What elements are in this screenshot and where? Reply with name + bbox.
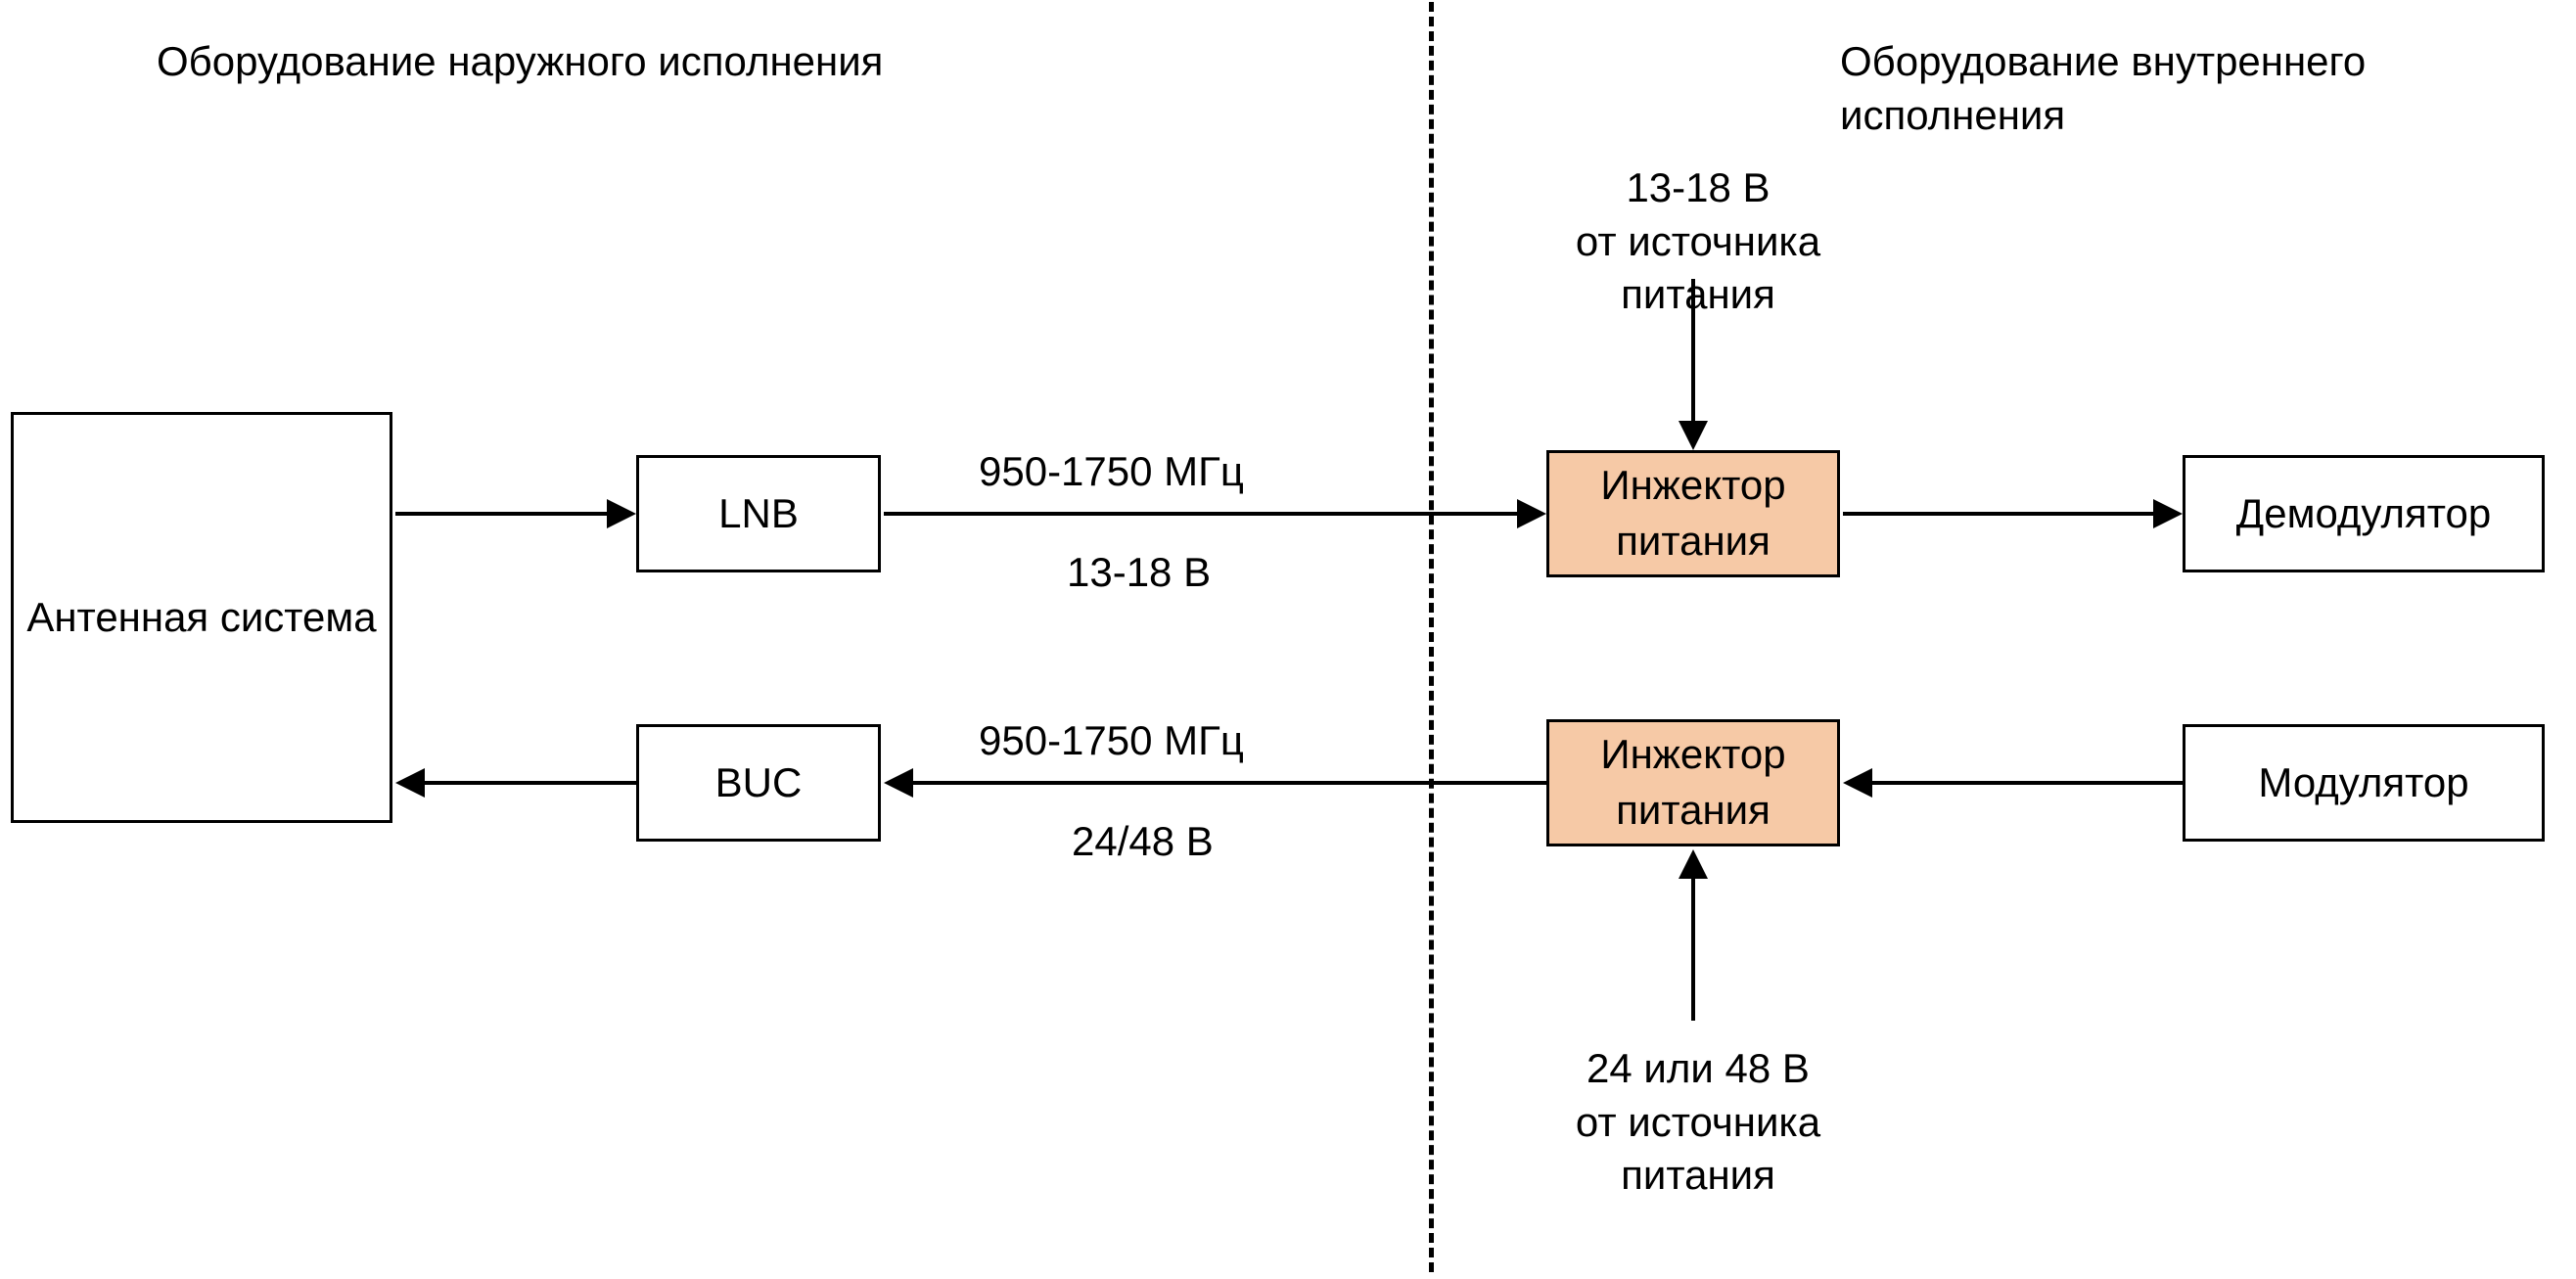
arrowhead-injector-top-to-demod (2153, 499, 2183, 528)
arrowhead-buc-to-antenna (395, 768, 425, 798)
antenna-system-box: Антенная система (11, 412, 392, 823)
injector-buc-freq-label: 950-1750 МГц (979, 714, 1244, 768)
demodulator-label: Демодулятор (2236, 486, 2491, 542)
lnb-box: LNB (636, 455, 881, 572)
power-injector-bottom-label: Инжектор питания (1549, 727, 1837, 838)
arrowhead-antenna-to-lnb (607, 499, 636, 528)
arrowhead-injector-bottom-to-buc (884, 768, 913, 798)
arrowhead-power-to-injector-bottom (1679, 849, 1708, 879)
power-top-label: 13-18 В от источника питания (1497, 161, 1899, 322)
power-injector-top-label: Инжектор питания (1549, 458, 1837, 569)
antenna-system-label: Антенная система (26, 590, 376, 646)
power-bottom-label: 24 или 48 В от источника питания (1497, 1042, 1899, 1203)
arrow-antenna-to-lnb (395, 512, 607, 516)
lnb-label: LNB (718, 486, 799, 542)
section-header-right: Оборудование внутреннего исполнения (1840, 35, 2576, 142)
lnb-injector-freq-label: 950-1750 МГц (979, 445, 1244, 499)
arrow-power-to-injector-bottom (1691, 879, 1695, 1021)
arrow-power-to-injector-top (1691, 279, 1695, 421)
outdoor-indoor-divider (1429, 2, 1434, 1272)
power-injector-top-box: Инжектор питания (1546, 450, 1840, 577)
section-header-left: Оборудование наружного исполнения (157, 35, 883, 89)
arrow-mod-to-injector-bottom (1872, 781, 2183, 785)
arrow-buc-to-antenna (425, 781, 636, 785)
modulator-label: Модулятор (2258, 755, 2468, 811)
modulator-box: Модулятор (2183, 724, 2545, 842)
arrowhead-lnb-to-injector-top (1517, 499, 1546, 528)
buc-label: BUC (715, 755, 803, 811)
arrowhead-power-to-injector-top (1679, 421, 1708, 450)
arrowhead-mod-to-injector-bottom (1843, 768, 1872, 798)
arrow-injector-top-to-demod (1843, 512, 2153, 516)
arrow-lnb-to-injector-top (884, 512, 1517, 516)
power-injector-bottom-box: Инжектор питания (1546, 719, 1840, 846)
injector-buc-voltage-label: 24/48 В (1072, 815, 1214, 869)
buc-box: BUC (636, 724, 881, 842)
demodulator-box: Демодулятор (2183, 455, 2545, 572)
lnb-injector-voltage-label: 13-18 В (1067, 546, 1211, 600)
arrow-injector-bottom-to-buc (913, 781, 1546, 785)
